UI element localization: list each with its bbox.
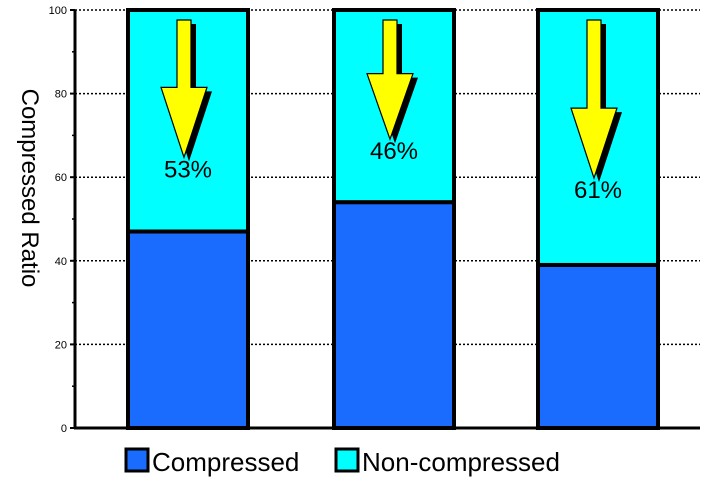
bar-compressed xyxy=(126,229,250,430)
y-tick-label: 0 xyxy=(61,423,67,435)
y-tick-label: 40 xyxy=(55,256,67,268)
bars xyxy=(126,8,660,431)
down-arrow-icon xyxy=(570,19,618,181)
y-tick-label: 80 xyxy=(55,89,67,101)
y-tick-label: 60 xyxy=(55,172,67,184)
y-tick-label: 20 xyxy=(55,339,67,351)
legend-swatch-non-compressed xyxy=(334,447,360,473)
legend: Compressed Non-compressed xyxy=(124,447,560,477)
reduction-arrows xyxy=(160,19,622,183)
percent-label: 46% xyxy=(370,138,418,165)
legend-label-non-compressed: Non-compressed xyxy=(362,447,560,477)
y-axis-title: Compressed Ratio xyxy=(16,89,43,288)
bar-compressed xyxy=(332,200,456,430)
down-arrow-icon xyxy=(160,19,208,160)
legend-swatch-compressed xyxy=(124,447,150,473)
down-arrow-icon xyxy=(366,19,414,142)
percent-label: 61% xyxy=(574,177,622,204)
percent-label: 53% xyxy=(164,156,212,183)
legend-label-compressed: Compressed xyxy=(152,447,299,477)
y-tick-label: 100 xyxy=(49,5,67,17)
percent-labels: 53% 46% 61% xyxy=(164,138,622,204)
bar-compressed xyxy=(536,262,660,431)
